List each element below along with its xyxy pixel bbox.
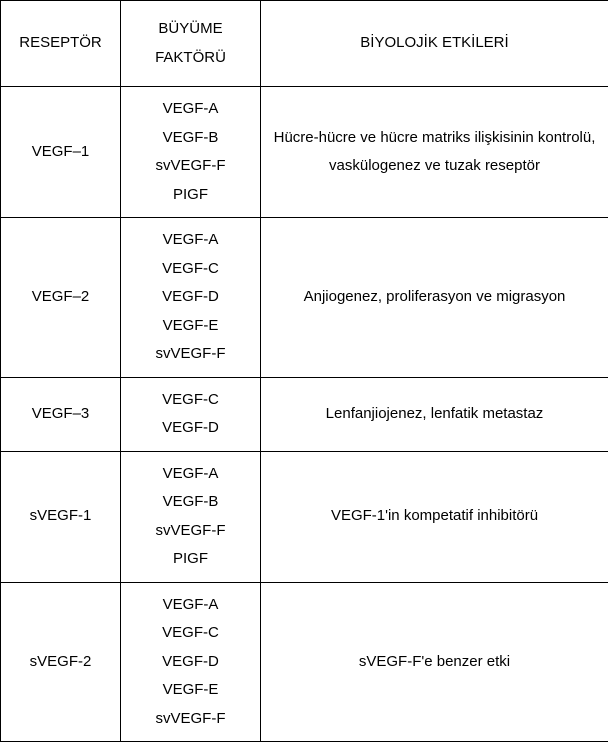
factor-item: VEGF-C — [127, 255, 254, 284]
factor-item: VEGF-E — [127, 312, 254, 341]
factor-item: VEGF-B — [127, 488, 254, 517]
factor-item: svVEGF-F — [127, 340, 254, 369]
header-factor: BÜYÜME FAKTÖRÜ — [121, 1, 261, 87]
factor-item: VEGF-D — [127, 414, 254, 443]
factor-item: PIGF — [127, 545, 254, 574]
factor-item: VEGF-A — [127, 95, 254, 124]
cell-effects: Lenfanjiojenez, lenfatik metastaz — [261, 377, 608, 451]
factor-item: VEGF-A — [127, 591, 254, 620]
cell-effects: Hücre-hücre ve hücre matriks ilişkisinin… — [261, 87, 608, 218]
cell-factors: VEGF-A VEGF-C VEGF-D VEGF-E svVEGF-F — [121, 582, 261, 742]
table-row: VEGF–1 VEGF-A VEGF-B svVEGF-F PIGF Hücre… — [1, 87, 608, 218]
factor-item: VEGF-D — [127, 648, 254, 677]
cell-receptor: sVEGF-2 — [1, 582, 121, 742]
factor-item: VEGF-E — [127, 676, 254, 705]
cell-receptor: VEGF–3 — [1, 377, 121, 451]
cell-factors: VEGF-A VEGF-C VEGF-D VEGF-E svVEGF-F — [121, 218, 261, 378]
table-body: VEGF–1 VEGF-A VEGF-B svVEGF-F PIGF Hücre… — [1, 87, 608, 742]
factor-item: svVEGF-F — [127, 152, 254, 181]
cell-factors: VEGF-A VEGF-B svVEGF-F PIGF — [121, 87, 261, 218]
factor-item: VEGF-C — [127, 619, 254, 648]
cell-factors: VEGF-A VEGF-B svVEGF-F PIGF — [121, 451, 261, 582]
cell-effects: Anjiogenez, proliferasyon ve migrasyon — [261, 218, 608, 378]
factor-item: VEGF-A — [127, 226, 254, 255]
receptor-table: RESEPTÖR BÜYÜME FAKTÖRÜ BİYOLOJİK ETKİLE… — [0, 0, 608, 742]
factor-item: VEGF-A — [127, 460, 254, 489]
table-row: VEGF–2 VEGF-A VEGF-C VEGF-D VEGF-E svVEG… — [1, 218, 608, 378]
factor-item: svVEGF-F — [127, 517, 254, 546]
factor-item: PIGF — [127, 181, 254, 210]
header-factor-line1: BÜYÜME — [127, 15, 254, 44]
cell-receptor: sVEGF-1 — [1, 451, 121, 582]
table-row: VEGF–3 VEGF-C VEGF-D Lenfanjiojenez, len… — [1, 377, 608, 451]
header-factor-line2: FAKTÖRÜ — [127, 44, 254, 73]
factor-item: svVEGF-F — [127, 705, 254, 734]
header-receptor: RESEPTÖR — [1, 1, 121, 87]
table-row: sVEGF-2 VEGF-A VEGF-C VEGF-D VEGF-E svVE… — [1, 582, 608, 742]
table-row: sVEGF-1 VEGF-A VEGF-B svVEGF-F PIGF VEGF… — [1, 451, 608, 582]
header-row: RESEPTÖR BÜYÜME FAKTÖRÜ BİYOLOJİK ETKİLE… — [1, 1, 608, 87]
cell-effects: VEGF-1'in kompetatif inhibitörü — [261, 451, 608, 582]
cell-receptor: VEGF–1 — [1, 87, 121, 218]
factor-item: VEGF-D — [127, 283, 254, 312]
cell-effects: sVEGF-F'e benzer etki — [261, 582, 608, 742]
cell-receptor: VEGF–2 — [1, 218, 121, 378]
factor-item: VEGF-B — [127, 124, 254, 153]
factor-item: VEGF-C — [127, 386, 254, 415]
table-header: RESEPTÖR BÜYÜME FAKTÖRÜ BİYOLOJİK ETKİLE… — [1, 1, 608, 87]
cell-factors: VEGF-C VEGF-D — [121, 377, 261, 451]
header-effect: BİYOLOJİK ETKİLERİ — [261, 1, 608, 87]
